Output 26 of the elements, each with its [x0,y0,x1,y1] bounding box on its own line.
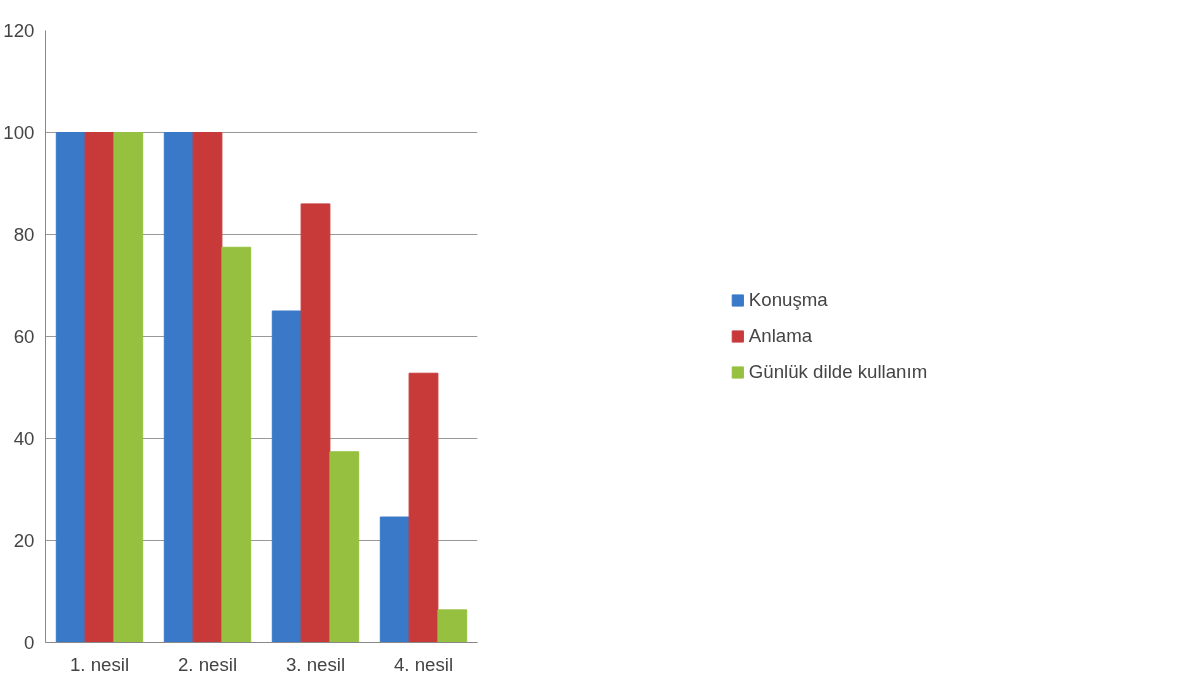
x-tick-label: 1. nesil [69,653,130,675]
y-tick-label: 20 [13,530,35,551]
bar [192,132,223,643]
x-tick-label: 4. nesil [393,653,454,675]
y-tick-label: 0 [24,632,35,653]
y-tick-label: 60 [13,326,35,347]
bar [113,132,144,643]
bar [271,310,302,643]
legend-label: Günlük dilde kullanım [748,361,928,383]
bar [221,246,252,643]
y-tick-label: 40 [13,428,35,449]
bar [408,372,439,643]
legend-label: Anlama [748,325,813,347]
bar [55,132,86,643]
bar [163,132,194,643]
y-tick-label: 120 [3,20,35,41]
y-tick-label: 80 [13,224,35,245]
bar [84,132,115,643]
bar [300,203,331,643]
bar [329,451,360,643]
y-tick-label: 100 [3,122,35,143]
bar [379,516,410,643]
x-tick-label: 3. nesil [285,653,346,675]
legend-label: Konuşma [748,289,828,311]
x-tick-label: 2. nesil [177,653,238,675]
bar [437,609,468,643]
